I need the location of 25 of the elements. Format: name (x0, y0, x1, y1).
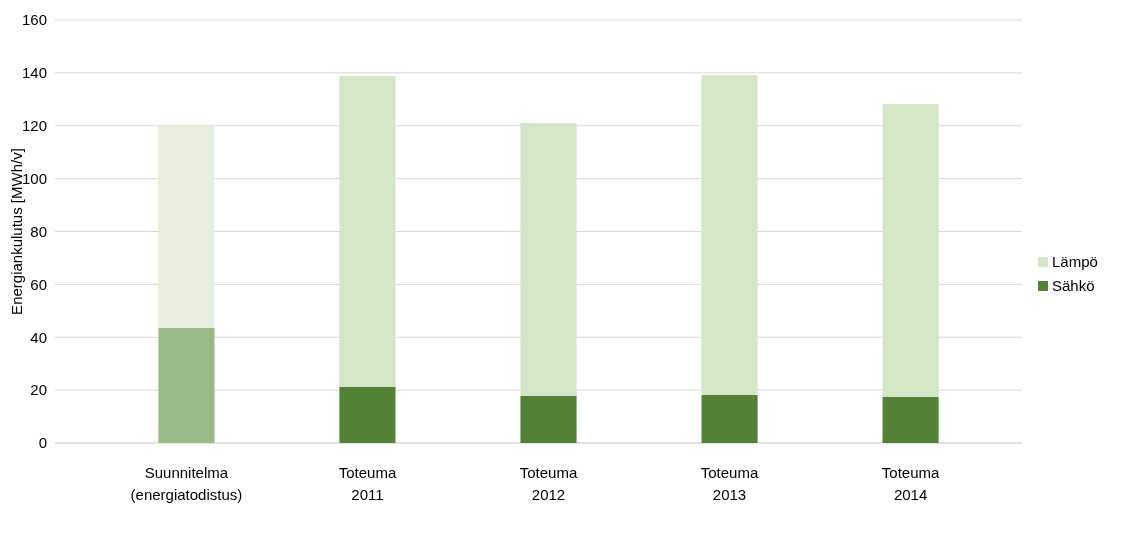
x-tick-label: Toteuma 2011 (338, 464, 397, 503)
bar (882, 397, 939, 443)
x-tick-label: Toteuma 2012 (519, 464, 578, 503)
bar (520, 123, 577, 396)
y-tick-label: 160 (21, 11, 47, 29)
x-tick-label: Toteuma 2013 (700, 464, 759, 503)
x-tick-label: Toteuma 2014 (881, 464, 940, 503)
y-tick-label: 80 (30, 222, 47, 240)
bar (158, 328, 215, 443)
y-tick-label: 40 (30, 328, 47, 346)
x-tick-label: Suunnitelma (energiatodistus) (130, 464, 243, 503)
y-tick-label: 140 (21, 64, 47, 82)
legend-label: Sähkö (1052, 277, 1095, 295)
y-tick-label: 60 (30, 275, 47, 293)
y-tick-label: 0 (38, 434, 47, 452)
bar (701, 394, 758, 443)
bar (701, 74, 758, 395)
y-tick-label: 20 (30, 381, 47, 399)
bar (339, 76, 396, 387)
bar (339, 386, 396, 443)
bar (882, 104, 939, 397)
y-tick-label: 120 (21, 117, 47, 134)
legend-label: Lämpö (1052, 253, 1098, 271)
bar (158, 125, 215, 328)
bar (520, 395, 577, 443)
